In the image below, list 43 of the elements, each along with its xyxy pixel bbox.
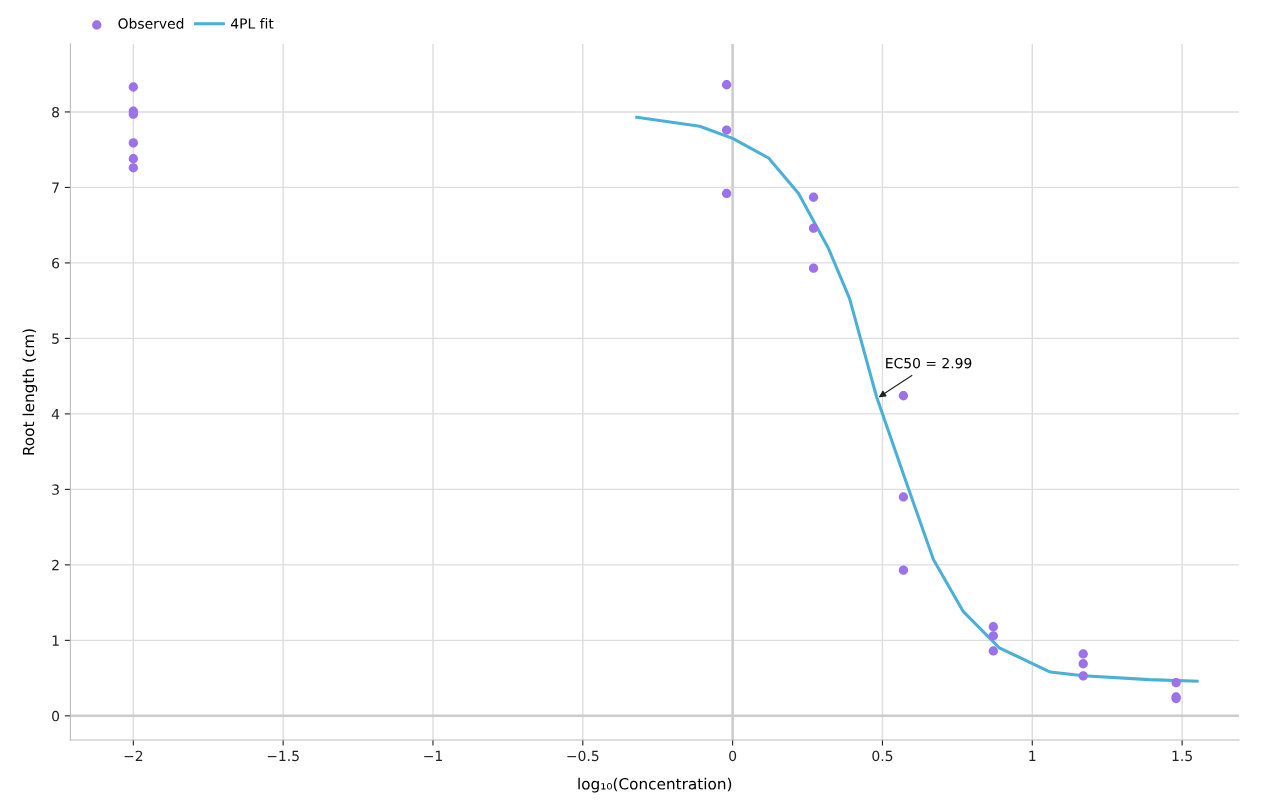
y-tick-label: 5	[52, 333, 59, 344]
point	[128, 163, 138, 173]
x-tick-label: 1.5	[1172, 750, 1192, 762]
line-series	[635, 115, 1199, 683]
y-axis-title: Root length (cm)	[22, 329, 38, 455]
y-tick-label: 1	[52, 635, 59, 646]
point	[128, 82, 138, 92]
x-tick-label: −2	[124, 750, 143, 761]
x-tick-label: 0	[729, 750, 737, 762]
point	[988, 631, 998, 641]
point	[808, 192, 819, 202]
y-tick-label: 7	[52, 182, 59, 193]
point	[1171, 677, 1181, 688]
point	[128, 138, 138, 148]
point	[1078, 671, 1088, 681]
y-tick-label: 0	[52, 710, 60, 722]
point	[988, 622, 998, 632]
y-tick-label: 3	[52, 484, 59, 495]
x-tick-label: −0.5	[567, 750, 599, 762]
point	[808, 223, 819, 233]
y-tick-label: 4	[51, 409, 60, 420]
point	[128, 154, 138, 164]
point	[808, 263, 819, 273]
point	[898, 565, 909, 575]
point	[1078, 649, 1088, 659]
legend-label: Observed	[118, 18, 184, 29]
x-tick-label: −1.5	[267, 750, 299, 762]
y-tick-label: 8	[52, 106, 60, 118]
point	[721, 188, 732, 199]
y-tick-label: 6	[52, 257, 60, 269]
point	[898, 391, 909, 401]
x-tick-label: 1	[1029, 750, 1036, 761]
point	[898, 492, 909, 502]
point	[721, 125, 732, 135]
x-tick-label: 0.5	[872, 750, 893, 762]
point	[721, 80, 732, 90]
point	[1078, 659, 1088, 669]
x-tick-label: −1	[424, 750, 442, 761]
x-axis-title: log₁₀(Concentration)	[578, 777, 732, 793]
annotation: EC50 = 2.99	[886, 357, 972, 369]
point	[988, 646, 998, 656]
legend-label: 4PL fit	[230, 18, 274, 29]
y-tick-label: 2	[52, 559, 59, 571]
